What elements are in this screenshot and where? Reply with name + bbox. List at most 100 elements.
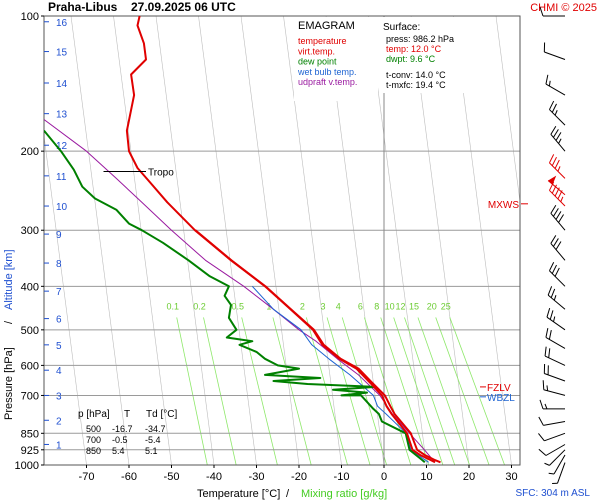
legend-item: dew point [298,57,337,67]
x-axis-title: Temperature [°C] [197,488,280,500]
wind-barb-staff [557,462,566,484]
wind-barb [548,100,566,126]
y-axis-title: Pressure [hPa] [3,347,15,420]
altitude-tick-label: 1 [56,440,62,451]
isotherm-line [495,16,520,205]
pressure-table: p [hPa] T Td [°C] 500 -16.7 -34.7 700 -0.5 -5… [78,409,177,456]
wind-barb-flag [548,175,557,185]
altitude-tick-label: 6 [56,315,62,326]
table-cell: -16.7 [112,424,133,434]
isotherm-line [44,133,87,465]
isotherm-line [155,16,215,465]
wind-barb-full [550,235,557,244]
wind-barb-full [555,241,562,250]
altitude-tick-label: 12 [56,141,68,152]
series-layer [44,16,441,464]
y-tick-label: 300 [21,225,39,237]
x-tick-label: -10 [334,471,350,483]
wind-barb-full [548,348,551,358]
wind-barb-staff [543,421,566,426]
mixing-ratio-line [272,317,312,465]
y-tick-label: 925 [21,445,39,457]
x-tick-label: -70 [79,471,95,483]
mixing-ratio-label: 15 [409,301,419,311]
wind-barb [539,399,565,410]
isotherm-line [368,16,427,465]
mxws-label: MXWS [488,200,519,211]
legend-item: temperature [298,36,347,46]
table-cell: 500 [86,424,101,434]
legend-item: udpraft v.temp. [298,77,357,87]
table-header-t: T [124,409,130,420]
wind-barb [542,380,566,396]
series-dew-point [44,129,426,464]
wind-barb [548,154,566,179]
x-axis-title-mixing-ratio: Mixing ratio [g/kg] [301,488,387,500]
wind-barb-half [548,80,551,87]
wind-barb-full [545,74,549,85]
altitude-tick-label: 8 [56,259,62,270]
plot-area: 0.1 0.2 0.5 1 2 3 4 6 8 10 12 15 20 25100200300400500… [15,11,521,483]
y-axis-title-altitude: Altitude [km] [3,249,15,310]
wind-barb [543,42,566,60]
wind-barb-full [555,132,562,141]
table-cell: -5.4 [145,435,161,445]
wind-barb-full [554,267,560,277]
altitude-tick-label: 14 [56,79,68,90]
wind-barb-full [546,307,551,318]
wind-barb [550,126,566,152]
wind-barb-full [545,328,549,338]
table-cell: -34.7 [145,424,166,434]
wind-barb-full [553,238,559,247]
wind-barb [538,432,566,442]
wind-barb-full [548,330,552,340]
wind-barb-full [547,365,549,375]
mixing-ratio-line [203,317,237,465]
wind-barb-full [551,264,557,274]
wind-barb [547,175,566,196]
table-header-p: p [hPa] [78,409,110,420]
x-tick-label: 10 [420,471,432,483]
legend-item: virt.temp. [298,46,335,56]
fzlv-label: FZLV [487,383,511,394]
header-datetime: 27.09.2025 06 UTC [131,0,236,14]
wind-barb-full [543,363,546,374]
wind-barb [548,454,566,475]
legend-item: wet bulb temp. [297,67,357,77]
wind-barb-staff [549,449,566,466]
isotherm-line [283,16,342,465]
wind-barb [546,307,566,331]
altitude-tick-label: 2 [56,416,62,427]
mixing-ratio-label: 4 [336,301,341,311]
wind-barb-full [548,154,555,164]
wind-barb-full [550,205,557,214]
wind-barb [548,262,566,287]
axis-titles: Temperature [°C] / Mixing ratio [g/kg] P… [3,249,387,500]
mixing-ratio-label: 20 [427,301,437,311]
y-tick-label: 1000 [15,460,39,472]
table-cell: 700 [86,435,101,445]
x-tick-label: -30 [249,471,265,483]
wind-barb [545,328,566,349]
y-tick-label: 500 [21,325,39,337]
wind-barb [552,462,566,484]
altitude-tick-label: 5 [56,341,62,352]
mixing-ratio-line [393,317,444,465]
wind-barb-full [551,103,557,113]
surface-line: t-mxfc: 19.4 °C [386,80,446,90]
table-cell: -0.5 [112,435,128,445]
wind-barb [538,444,566,456]
mixing-ratio-line [341,317,387,465]
surface-line: temp: 12.0 °C [386,44,442,54]
mixing-ratio-line [404,317,456,465]
y-tick-label: 100 [21,11,39,23]
mixing-ratio-line [449,317,505,465]
x-tick-label: 20 [463,471,475,483]
altitude-tick-label: 11 [56,172,67,183]
wind-barb-staff [544,432,566,442]
mixing-ratio-line [176,317,208,465]
wind-barb-half [554,110,558,116]
wind-barb-full [547,286,553,296]
